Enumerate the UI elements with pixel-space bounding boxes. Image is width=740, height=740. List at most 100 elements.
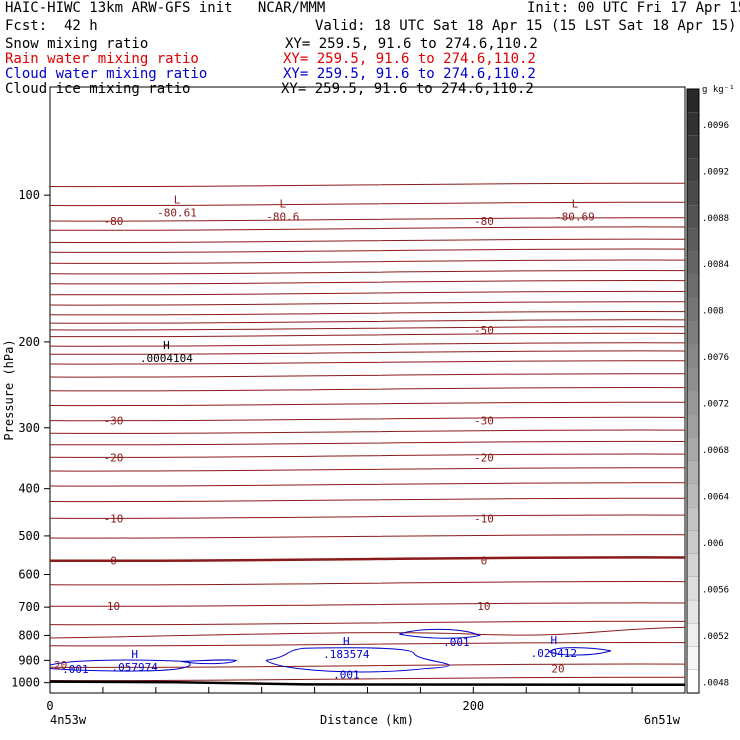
valid-time: Valid: 18 UTC Sat 18 Apr 15 (15 LST Sat … <box>315 18 737 34</box>
x-start-location: 4n53w <box>50 713 87 727</box>
isotherm-label: -80 <box>474 215 494 228</box>
isotherm <box>50 482 685 487</box>
isotherm <box>50 373 685 378</box>
temperature-isotherms <box>50 182 685 682</box>
isotherm <box>50 556 685 563</box>
isotherm <box>50 676 685 682</box>
terrain-line <box>49 680 686 687</box>
y-axis-label: Pressure (hPa) <box>2 339 16 440</box>
cloud-water-contour <box>399 628 482 639</box>
colorbar-label: .0092 <box>702 167 729 177</box>
legend-cloud-water-name: Cloud water mixing ratio <box>5 66 208 82</box>
colorbar-box <box>686 460 700 485</box>
isotherm <box>50 401 685 407</box>
colorbar-box <box>686 158 700 183</box>
y-tick-label: 400 <box>18 482 40 496</box>
y-tick-label: 700 <box>18 600 40 614</box>
colorbar-box <box>686 599 700 624</box>
legend-cloud-ice-xy: XY= 259.5, 91.6 to 274.6,110.2 <box>281 81 534 97</box>
isotherm <box>50 580 685 586</box>
colorbar-box <box>686 181 700 206</box>
isotherm <box>50 269 685 275</box>
colorbar-box <box>686 297 700 322</box>
extremum-mark: H <box>343 635 350 648</box>
isotherm <box>50 453 685 458</box>
extremum-value: -80.69 <box>555 210 595 223</box>
x-tick-label: 200 <box>462 699 484 713</box>
y-tick-label: 100 <box>18 188 40 202</box>
colorbar-label: .0048 <box>702 678 729 688</box>
colorbar-box <box>686 274 700 299</box>
isotherm <box>50 514 685 519</box>
colorbar-label: .0068 <box>702 446 729 456</box>
x-axis-label: Distance (km) <box>320 713 414 727</box>
y-tick-label: 1000 <box>11 676 40 690</box>
legend-rain-name: Rain water mixing ratio <box>5 51 199 67</box>
cloud-water-label: .001 <box>333 668 360 681</box>
colorbar-box <box>686 483 700 508</box>
colorbar-box <box>686 88 700 113</box>
legend-cloud-water-xy: XY= 259.5, 91.6 to 274.6,110.2 <box>283 66 536 82</box>
y-tick-label: 900 <box>18 653 40 667</box>
isotherm <box>50 360 685 365</box>
isotherm <box>50 626 685 639</box>
isotherm <box>50 534 685 539</box>
isotherm-label: -80 <box>104 215 124 228</box>
colorbar-box <box>686 321 700 346</box>
colorbar-box <box>686 414 700 439</box>
cloud-water-contours <box>50 628 612 673</box>
isotherm-label: -10 <box>104 512 124 525</box>
colorbar-box <box>686 112 700 137</box>
isotherm-label: -10 <box>474 512 494 525</box>
isotherm <box>50 663 685 668</box>
cloud-water-contour <box>265 647 450 673</box>
extremum-value: .183574 <box>323 648 370 661</box>
isotherm <box>50 416 685 422</box>
colorbar-box <box>686 390 700 415</box>
colorbar-label: .0064 <box>702 493 729 503</box>
isotherm <box>50 290 685 296</box>
isotherm <box>50 429 685 434</box>
plot-title: HAIC-HIWC 13km ARW-GFS init NCAR/MMM <box>5 0 326 16</box>
isotherm <box>50 332 685 338</box>
colorbar-label: .0084 <box>702 260 729 270</box>
isotherm <box>50 342 685 347</box>
isotherm <box>50 259 685 264</box>
isotherm-label: 20 <box>54 659 67 672</box>
extremum-value: .057974 <box>111 661 158 674</box>
isotherm-label: -30 <box>104 415 124 428</box>
y-tick-label: 800 <box>18 628 40 642</box>
cloud-water-contour <box>549 647 612 656</box>
x-tick-label: 0 <box>46 699 53 713</box>
colorbar-label: .0088 <box>702 214 729 224</box>
colorbar-box <box>686 205 700 230</box>
colorbar-box <box>686 135 700 160</box>
isotherm-label: 10 <box>107 600 120 613</box>
colorbar-box <box>686 646 700 671</box>
isotherm <box>50 497 685 503</box>
colorbar-box <box>686 437 700 462</box>
colorbar-box <box>686 367 700 392</box>
isotherm-label: 10 <box>477 600 490 613</box>
colorbar-label: .0096 <box>702 121 729 131</box>
isotherm-label: -20 <box>104 451 124 464</box>
isotherm <box>50 641 685 647</box>
isotherm-label: 20 <box>551 662 564 675</box>
isotherm <box>50 350 685 355</box>
colorbar-unit: g kg⁻¹ <box>702 85 735 95</box>
colorbar-box <box>686 623 700 648</box>
cloud-water-contour <box>181 659 238 665</box>
isotherm-label: -50 <box>474 324 494 337</box>
isotherm <box>50 620 685 626</box>
colorbar-label: .0056 <box>702 585 729 595</box>
isotherm <box>50 326 685 331</box>
extremum-mark: L <box>280 197 287 210</box>
extremum-mark: L <box>572 197 579 210</box>
extremum-value: -80.61 <box>157 206 197 219</box>
isotherm <box>50 217 685 222</box>
isotherm <box>50 301 685 306</box>
colorbar-box <box>686 669 700 694</box>
extremum-value: .0004104 <box>140 352 193 365</box>
cloud-water-label: .001 <box>443 636 470 649</box>
forecast-hours: 42 h <box>64 18 98 34</box>
